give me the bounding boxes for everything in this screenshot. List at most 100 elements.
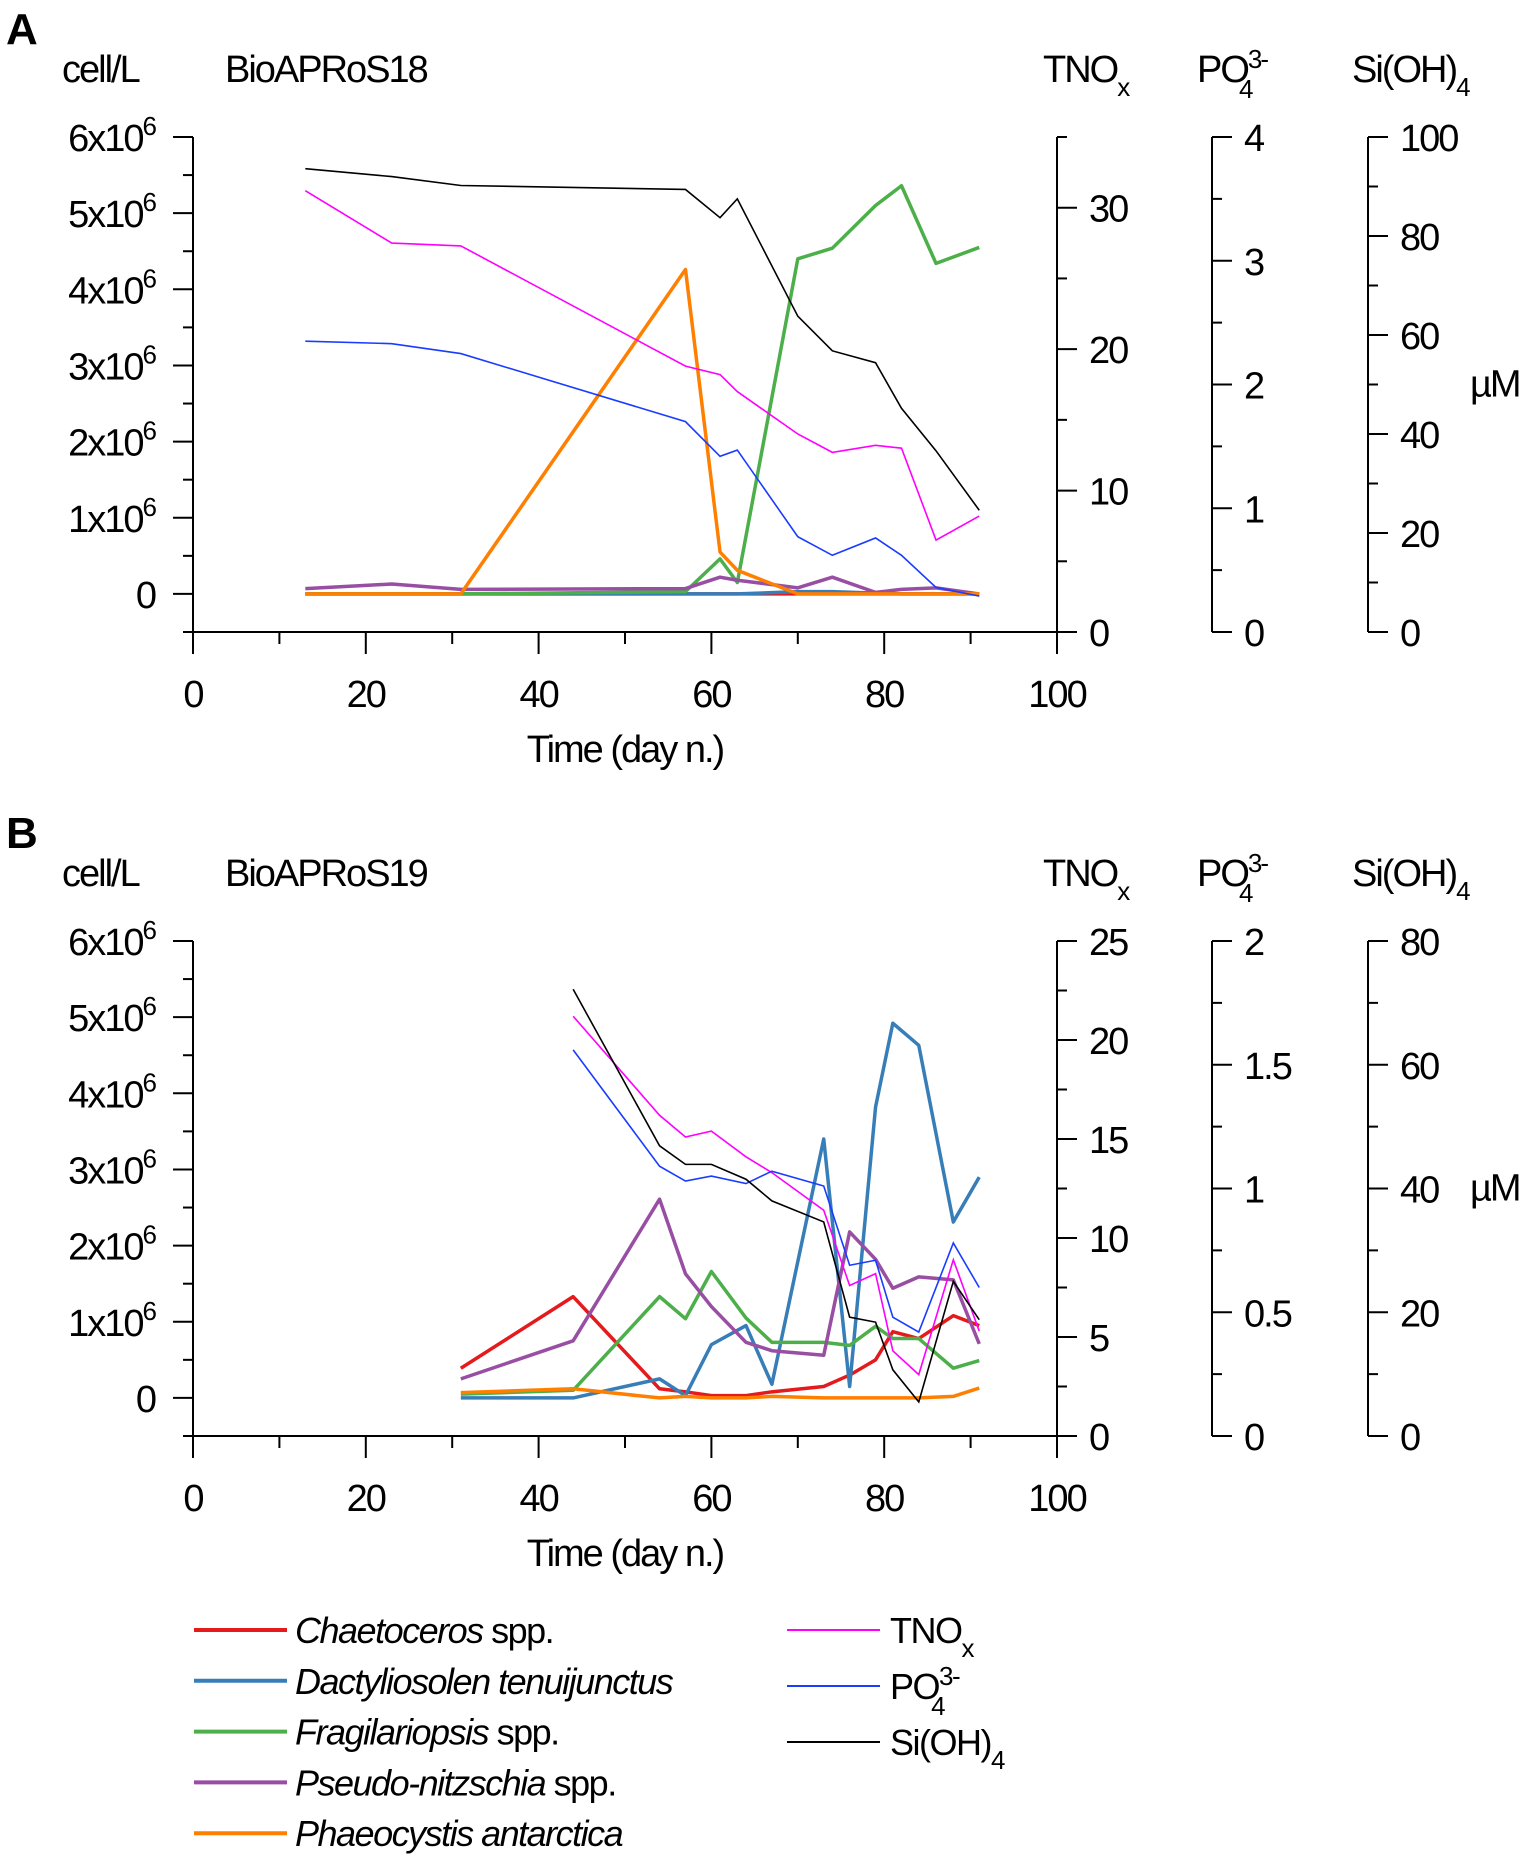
tick-exponent: 6 bbox=[143, 1067, 157, 1097]
right-tick-label: 1 bbox=[1244, 489, 1264, 531]
left-tick-label: 3x106 bbox=[68, 1143, 156, 1192]
x-tick-label: 60 bbox=[692, 674, 731, 716]
right-tick-label: 2 bbox=[1244, 366, 1264, 408]
legend-item: Si(OH)4 bbox=[787, 1722, 1007, 1775]
legend-label: Chaetoceros spp. bbox=[295, 1610, 553, 1651]
right-axis-title: TNOx bbox=[1043, 49, 1130, 102]
right-axis-title-base: Si(OH) bbox=[1352, 49, 1456, 91]
left-tick-label: 0 bbox=[136, 1379, 156, 1421]
legend-item: Dactyliosolen tenuijunctus bbox=[194, 1661, 675, 1702]
right-axis-title-base: TNO bbox=[1043, 49, 1118, 91]
x-tick-label: 0 bbox=[183, 1478, 203, 1520]
right-tick-label: 1.5 bbox=[1244, 1046, 1292, 1088]
right-tick-label: 15 bbox=[1089, 1120, 1128, 1162]
legend-label-italic: Fragilariopsis bbox=[295, 1712, 490, 1753]
legend-label-rest: spp. bbox=[488, 1712, 559, 1753]
left-tick-label: 2x106 bbox=[68, 416, 156, 465]
tick-mantissa: 4x10 bbox=[68, 1074, 143, 1116]
tick-mantissa: 5x10 bbox=[68, 998, 143, 1040]
right-axis-title-base: TNO bbox=[1043, 853, 1118, 895]
right-tick-label: 10 bbox=[1089, 1219, 1128, 1261]
tick-exponent: 6 bbox=[143, 492, 157, 522]
x-tick-label: 80 bbox=[865, 1478, 904, 1520]
x-tick-label: 100 bbox=[1028, 674, 1086, 716]
right-tick-label: 20 bbox=[1400, 1293, 1439, 1335]
right-axis-title-sub: 4 bbox=[1456, 876, 1470, 906]
left-tick-label: 6x106 bbox=[68, 111, 156, 160]
left-tick-label: 1x106 bbox=[68, 492, 156, 541]
x-tick-label: 20 bbox=[347, 1478, 386, 1520]
right-axis-title-sub: x bbox=[1117, 876, 1130, 906]
left-tick-label: 4x106 bbox=[68, 263, 156, 312]
right-tick-label: 60 bbox=[1400, 316, 1439, 358]
legend: Chaetoceros spp. Dactyliosolen tenuijunct… bbox=[194, 1610, 1007, 1854]
left-tick-label: 2x106 bbox=[68, 1220, 156, 1269]
series-line bbox=[305, 267, 980, 596]
right-tick-label: 20 bbox=[1400, 514, 1439, 556]
series-line bbox=[572, 1049, 980, 1334]
legend-label-rest: spp. bbox=[545, 1762, 616, 1803]
tick-exponent: 6 bbox=[143, 991, 157, 1021]
series-line bbox=[460, 1021, 981, 1400]
right-tick-label: 10 bbox=[1089, 472, 1128, 514]
tick-exponent: 6 bbox=[143, 111, 157, 141]
right-tick-label: 5 bbox=[1089, 1318, 1109, 1360]
right-tick-label: 60 bbox=[1400, 1046, 1439, 1088]
series-fragilariopsis-spp- bbox=[305, 183, 980, 596]
x-axis-title: Time (day n.) bbox=[527, 1533, 724, 1575]
right-tick-label: 25 bbox=[1089, 922, 1128, 964]
legend-label: TNOx bbox=[890, 1610, 975, 1663]
left-tick-label: 4x106 bbox=[68, 1067, 156, 1116]
tick-exponent: 6 bbox=[143, 339, 157, 369]
left-tick-label: 5x106 bbox=[68, 187, 156, 236]
x-tick-label: 40 bbox=[519, 1478, 558, 1520]
right-axis-title-sub: 4 bbox=[1239, 74, 1253, 104]
tick-mantissa: 2x10 bbox=[68, 1227, 143, 1269]
tick-exponent: 6 bbox=[143, 416, 157, 446]
x-tick-label: 60 bbox=[692, 1478, 731, 1520]
right-tick-label: 0.5 bbox=[1244, 1293, 1292, 1335]
legend-label-italic: Pseudo-nitzschia bbox=[295, 1762, 546, 1803]
series-line bbox=[572, 1015, 980, 1377]
tick-exponent: 6 bbox=[143, 1296, 157, 1326]
legend-item: Phaeocystis antarctica bbox=[194, 1813, 624, 1854]
right-axis-title-base: PO bbox=[1197, 49, 1248, 91]
series-phaeocystis-antarctica bbox=[305, 267, 980, 596]
right-axis-title-sup: 3- bbox=[1248, 44, 1268, 74]
legend-label-sub: x bbox=[962, 1633, 975, 1663]
tick-exponent: 6 bbox=[143, 1143, 157, 1173]
legend-label-sub: 4 bbox=[931, 1691, 945, 1721]
right-tick-label: 0 bbox=[1089, 613, 1109, 655]
series-line bbox=[460, 1269, 980, 1396]
right-axis-title-sub: 4 bbox=[1456, 72, 1470, 102]
series-po4-3- bbox=[572, 1049, 980, 1334]
right-tick-label: 0 bbox=[1089, 1417, 1109, 1459]
panel-letter: B bbox=[6, 809, 38, 858]
legend-label-italic: Chaetoceros bbox=[295, 1610, 484, 1651]
tick-exponent: 6 bbox=[143, 1220, 157, 1250]
legend-label-italic: Phaeocystis antarctica bbox=[295, 1813, 623, 1854]
legend-label-base: TNO bbox=[890, 1610, 962, 1651]
right-tick-label: 0 bbox=[1244, 1417, 1264, 1459]
legend-label-base: Si(OH) bbox=[890, 1722, 991, 1763]
tick-mantissa: 6x10 bbox=[68, 118, 143, 160]
series-dactyliosolen-tenuijunctus bbox=[460, 1021, 981, 1400]
right-tick-label: 20 bbox=[1089, 330, 1128, 372]
unit-label: µM bbox=[1470, 364, 1520, 406]
legend-label: Phaeocystis antarctica bbox=[295, 1813, 623, 1854]
left-tick-label: 3x106 bbox=[68, 339, 156, 388]
right-tick-label: 1 bbox=[1244, 1170, 1264, 1212]
series-line bbox=[305, 575, 980, 596]
right-tick-label: 0 bbox=[1400, 613, 1420, 655]
series-po4-3- bbox=[305, 340, 980, 597]
tick-mantissa: 4x10 bbox=[68, 270, 143, 312]
right-tick-label: 40 bbox=[1400, 1170, 1439, 1212]
left-tick-label: 0 bbox=[136, 575, 156, 617]
right-tick-label: 0 bbox=[1244, 613, 1264, 655]
right-axis-title: Si(OH)4 bbox=[1352, 49, 1470, 102]
series-tnox bbox=[304, 190, 980, 542]
legend-label: Fragilariopsis spp. bbox=[295, 1712, 559, 1753]
